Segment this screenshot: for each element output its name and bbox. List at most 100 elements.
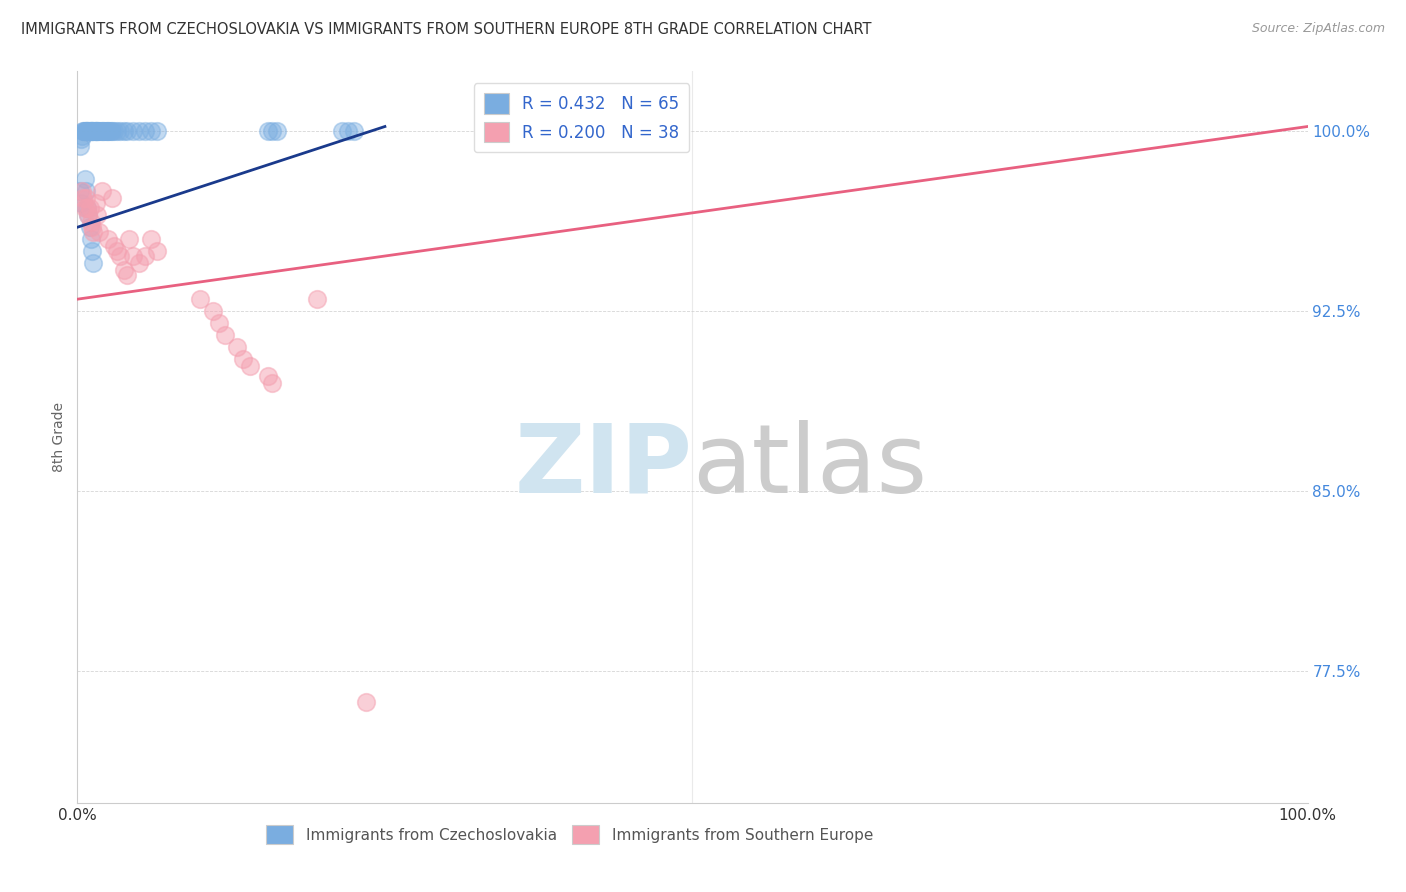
Point [98, 124, 121, 138]
Point [232, 352, 254, 367]
Point [89, 124, 111, 138]
Point [257, 368, 280, 383]
Point [82, 124, 104, 138]
Point [77, 208, 100, 222]
Point [146, 124, 169, 138]
Point [105, 244, 128, 259]
Point [90, 124, 114, 138]
Point [121, 249, 143, 263]
Point [80, 232, 103, 246]
Point [134, 124, 156, 138]
Point [70, 196, 93, 211]
Point [82, 220, 104, 235]
Point [90, 184, 114, 198]
Text: ZIP: ZIP [515, 420, 693, 513]
Point [84, 196, 107, 211]
Point [87, 124, 110, 138]
Point [86, 208, 108, 222]
Point [115, 124, 138, 138]
Point [86, 124, 108, 138]
Point [76, 201, 98, 215]
Point [257, 124, 280, 138]
Point [103, 124, 125, 138]
Point [208, 316, 231, 330]
Y-axis label: 8th Grade: 8th Grade [52, 402, 66, 472]
Point [84, 124, 107, 138]
Point [188, 292, 212, 306]
Point [69, 184, 91, 198]
Point [112, 124, 135, 138]
Point [83, 124, 105, 138]
Point [100, 124, 122, 138]
Point [72, 124, 94, 138]
Point [73, 201, 96, 215]
Point [76, 201, 98, 215]
Point [96, 124, 118, 138]
Point [97, 232, 120, 246]
Point [105, 124, 128, 138]
Point [76, 124, 98, 138]
Text: Source: ZipAtlas.com: Source: ZipAtlas.com [1251, 22, 1385, 36]
Point [343, 124, 366, 138]
Point [330, 124, 353, 138]
Point [70, 131, 93, 145]
Point [83, 124, 105, 138]
Point [82, 225, 104, 239]
Point [69, 138, 91, 153]
Point [75, 124, 97, 138]
Point [112, 263, 135, 277]
Point [201, 304, 224, 318]
Point [73, 124, 96, 138]
Point [307, 292, 329, 306]
Point [73, 172, 96, 186]
Point [82, 124, 104, 138]
Point [79, 220, 101, 235]
Point [101, 191, 124, 205]
Point [73, 124, 96, 138]
Point [79, 124, 101, 138]
Text: atlas: atlas [693, 420, 928, 513]
Point [260, 124, 283, 138]
Point [82, 124, 104, 138]
Point [70, 184, 93, 198]
Point [110, 249, 132, 263]
Point [89, 225, 111, 239]
Point [97, 124, 120, 138]
Point [118, 232, 141, 246]
Point [76, 124, 98, 138]
Point [134, 249, 156, 263]
Point [260, 376, 283, 391]
Point [266, 124, 288, 138]
Point [91, 124, 114, 138]
Point [115, 268, 138, 283]
Point [77, 124, 100, 138]
Point [103, 239, 125, 253]
Point [70, 129, 93, 144]
Point [75, 124, 97, 138]
Point [146, 244, 169, 259]
Point [80, 124, 103, 138]
Point [214, 328, 236, 343]
Point [75, 184, 97, 198]
Point [77, 124, 100, 138]
Point [121, 124, 143, 138]
Point [239, 359, 262, 374]
Point [82, 124, 104, 138]
Point [79, 124, 101, 138]
Point [72, 124, 94, 138]
Text: IMMIGRANTS FROM CZECHOSLOVAKIA VS IMMIGRANTS FROM SOUTHERN EUROPE 8TH GRADE CORR: IMMIGRANTS FROM CZECHOSLOVAKIA VS IMMIGR… [21, 22, 872, 37]
Point [110, 124, 132, 138]
Point [80, 215, 103, 229]
Point [128, 124, 150, 138]
Point [101, 124, 124, 138]
Point [72, 191, 94, 205]
Point [93, 124, 115, 138]
Point [356, 695, 378, 709]
Point [79, 201, 101, 215]
Point [86, 124, 108, 138]
Point [84, 124, 107, 138]
Point [75, 191, 97, 205]
Point [82, 244, 104, 259]
Point [94, 124, 117, 138]
Legend: Immigrants from Czechoslovakia, Immigrants from Southern Europe: Immigrants from Czechoslovakia, Immigran… [260, 819, 879, 850]
